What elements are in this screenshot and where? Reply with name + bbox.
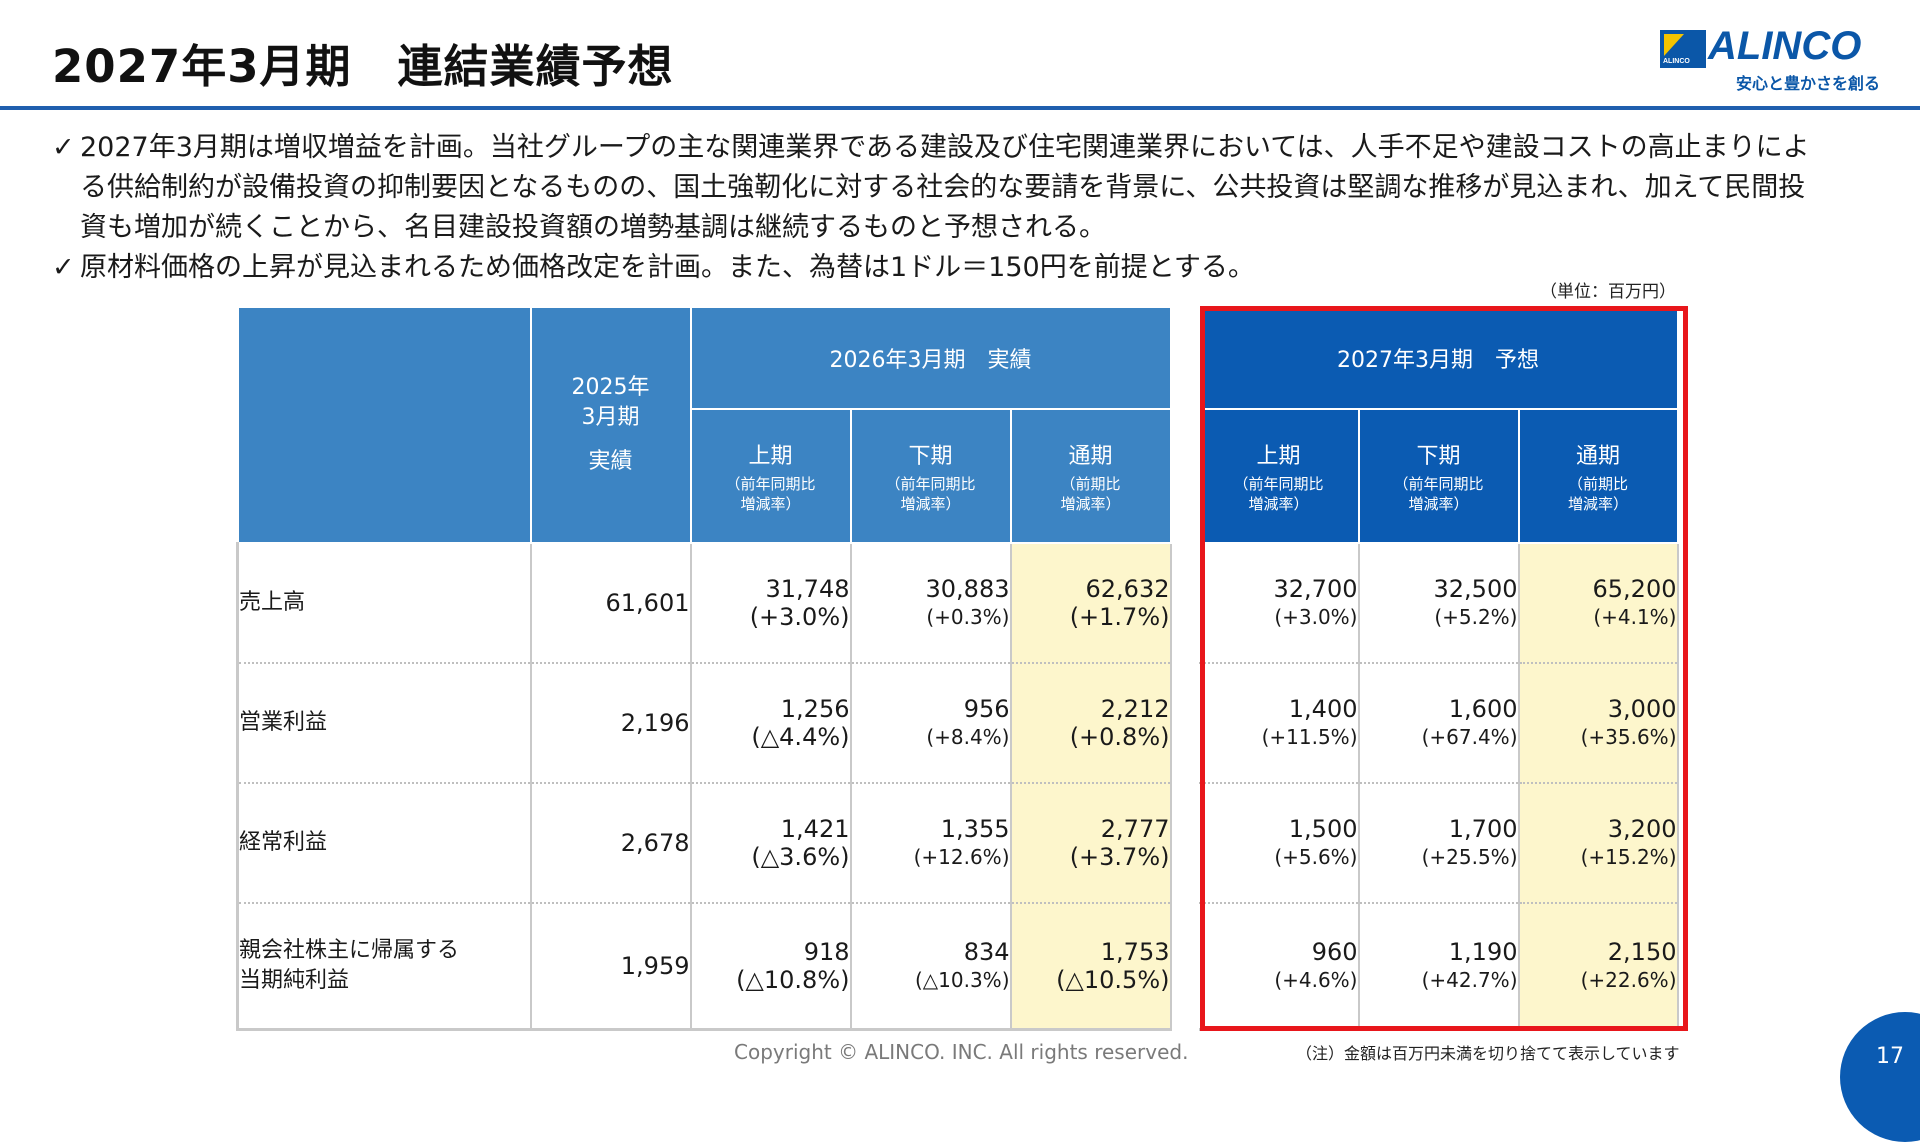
cell-actual-h1: 31,748 (+3.0%) xyxy=(690,543,852,664)
check-icon: ✓ xyxy=(52,132,75,163)
table-row: 経常利益 2,678 1,421 (△3.6%) 1,355 (+12.6%) 2,… xyxy=(236,783,1679,904)
cell-actual-h2: 1,355 (+12.6%) xyxy=(850,783,1012,904)
cell-actual-h2: 30,883 (+0.3%) xyxy=(850,543,1012,664)
cell-forecast-h1: 1,400 (+11.5%) xyxy=(1198,663,1360,784)
cell-forecast-full: 3,200 (+15.2%) xyxy=(1518,783,1679,904)
bullet-item: ✓ 原材料価格の上昇が見込まれるため価格改定を計画。また、為替は1ドル＝150円… xyxy=(52,248,1832,288)
forecast-table: 2025年 3月期 実績 2026年3月期 実績 2027年3月期 予想 上期 … xyxy=(236,308,1679,1031)
cell-forecast-h2: 1,190 (+42.7%) xyxy=(1358,903,1520,1031)
copyright: Copyright © ALINCO. INC. All rights rese… xyxy=(734,1040,1189,1064)
footnote: （注）金額は百万円未満を切り捨てて表示しています xyxy=(1296,1044,1680,1063)
cell-forecast-h2: 32,500 (+5.2%) xyxy=(1358,543,1520,664)
cell-forecast-full: 65,200 (+4.1%) xyxy=(1518,543,1679,664)
cell-actual-h2: 834 (△10.3%) xyxy=(850,903,1012,1031)
cell-forecast-h1: 960 (+4.6%) xyxy=(1198,903,1360,1031)
cell-forecast-h2: 1,700 (+25.5%) xyxy=(1358,783,1520,904)
title-rule xyxy=(0,106,1920,110)
cell-actual-full: 62,632 (+1.7%) xyxy=(1010,543,1172,664)
check-icon: ✓ xyxy=(52,252,75,283)
row-label: 売上高 xyxy=(236,543,532,664)
alinco-logo: ALINCO ALINCO 安心と豊かさを創る xyxy=(1660,24,1880,94)
cell-forecast-h1: 1,500 (+5.6%) xyxy=(1198,783,1360,904)
cell-actual-h1: 1,421 (△3.6%) xyxy=(690,783,852,904)
cell-actual-h1: 918 (△10.8%) xyxy=(690,903,852,1031)
row-label: 営業利益 xyxy=(236,663,532,784)
cell-fy2025: 1,959 xyxy=(530,903,692,1031)
header-forecast-full: 通期 （前期比 増減率） xyxy=(1517,409,1679,544)
cell-forecast-h2: 1,600 (+67.4%) xyxy=(1358,663,1520,784)
cell-actual-full: 2,777 (+3.7%) xyxy=(1010,783,1172,904)
cell-fy2025: 2,196 xyxy=(530,663,692,784)
header-actual-h2: 下期 （前年同期比 増減率） xyxy=(849,409,1012,544)
header-blank xyxy=(236,308,532,544)
header-fy2026-actual: 2026年3月期 実績 xyxy=(689,308,1172,410)
bullet-text: 2027年3月期は増収増益を計画。当社グループの主な関連業界である建設及び住宅関… xyxy=(80,132,1810,243)
table-row: 売上高 61,601 31,748 (+3.0%) 30,883 (+0.3%) 6… xyxy=(236,543,1679,664)
cell-fy2025: 61,601 xyxy=(530,543,692,664)
page-number: 17 xyxy=(1876,1044,1904,1069)
header-fy2027-forecast: 2027年3月期 予想 xyxy=(1197,308,1679,410)
cell-actual-h2: 956 (+8.4%) xyxy=(850,663,1012,784)
cell-fy2025: 2,678 xyxy=(530,783,692,904)
header-forecast-h2: 下期 （前年同期比 増減率） xyxy=(1357,409,1520,544)
header-fy2025: 2025年 3月期 実績 xyxy=(529,308,692,544)
cell-actual-full: 1,753 (△10.5%) xyxy=(1010,903,1172,1031)
cell-actual-full: 2,212 (+0.8%) xyxy=(1010,663,1172,784)
logo-tagline: 安心と豊かさを創る xyxy=(1735,74,1880,93)
header-forecast-h1: 上期 （前年同期比 増減率） xyxy=(1197,409,1360,544)
page-number-badge: 17 xyxy=(1840,1012,1920,1142)
table-row: 営業利益 2,196 1,256 (△4.4%) 956 (+8.4%) 2,212… xyxy=(236,663,1679,784)
bullet-text: 原材料価格の上昇が見込まれるため価格改定を計画。また、為替は1ドル＝150円を前… xyxy=(80,252,1255,283)
bullet-item: ✓ 2027年3月期は増収増益を計画。当社グループの主な関連業界である建設及び住… xyxy=(52,128,1832,248)
cell-forecast-h1: 32,700 (+3.0%) xyxy=(1198,543,1360,664)
header-actual-h1: 上期 （前年同期比 増減率） xyxy=(689,409,852,544)
logo-name: ALINCO xyxy=(1708,24,1862,68)
table-row: 親会社株主に帰属する 当期純利益 1,959 918 (△10.8%) 834 (△1… xyxy=(236,903,1679,1031)
row-label: 親会社株主に帰属する 当期純利益 xyxy=(236,903,532,1031)
page-title: 2027年3月期 連結業績予想 xyxy=(52,40,674,93)
bullet-list: ✓ 2027年3月期は増収増益を計画。当社グループの主な関連業界である建設及び住… xyxy=(52,128,1832,288)
cell-forecast-full: 3,000 (+35.6%) xyxy=(1518,663,1679,784)
header-actual-full: 通期 （前期比 増減率） xyxy=(1009,409,1172,544)
alinco-logo-icon: ALINCO xyxy=(1660,30,1706,68)
cell-actual-h1: 1,256 (△4.4%) xyxy=(690,663,852,784)
cell-forecast-full: 2,150 (+22.6%) xyxy=(1518,903,1679,1031)
unit-label: （単位：百万円） xyxy=(1540,282,1676,302)
row-label: 経常利益 xyxy=(236,783,532,904)
